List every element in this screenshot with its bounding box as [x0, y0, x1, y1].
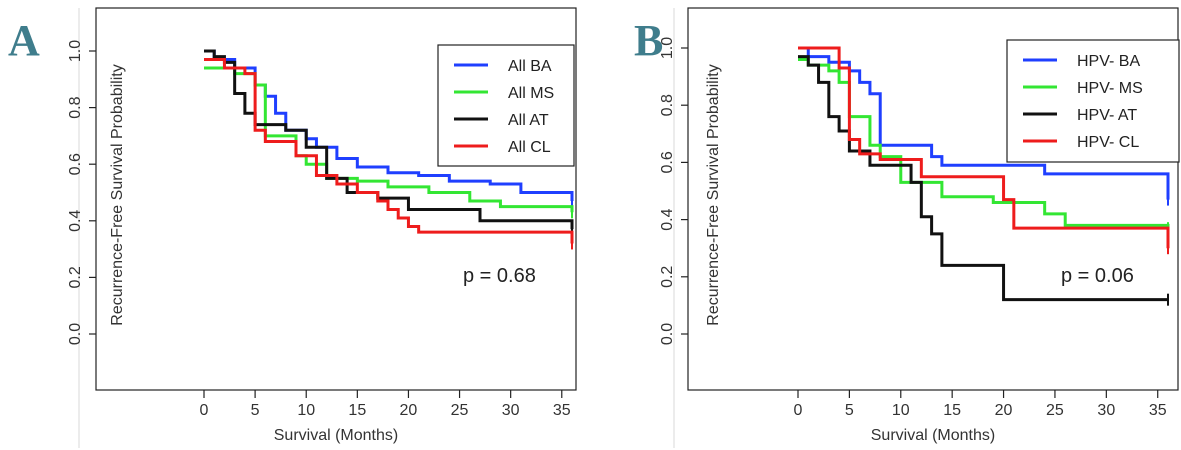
y-tick-label: 0.0	[659, 323, 676, 345]
y-tick-label: 0.8	[659, 94, 676, 116]
legend-label: All BA	[508, 58, 552, 75]
y-tick-label: 0.2	[659, 266, 676, 288]
legend-box	[437, 44, 575, 167]
x-tick-label: 5	[251, 402, 260, 419]
series-line-4	[798, 46, 1170, 249]
y-tick-label: 0.8	[67, 96, 84, 118]
y-tick-label: 0.4	[659, 208, 676, 230]
x-tick-label: 0	[794, 402, 803, 419]
y-tick-label: 0.0	[67, 323, 84, 345]
y-tick-label: 0.6	[659, 151, 676, 173]
y-tick-label: 0.2	[67, 266, 84, 288]
y-tick-label: 1.0	[659, 37, 676, 59]
p-value-annotation: p = 0.68	[463, 265, 536, 287]
legend-label: All AT	[508, 112, 549, 129]
p-value-annotation: p = 0.06	[1061, 265, 1134, 287]
x-tick-label: 35	[553, 402, 571, 419]
legend-label: HPV- AT	[1077, 107, 1137, 124]
x-tick-label: 30	[1097, 402, 1115, 419]
series-line-3	[798, 55, 1168, 302]
y-axis-label: Recurrence-Free Survival Probability	[109, 64, 126, 325]
plot-frame	[687, 7, 1179, 391]
x-tick-label: 10	[892, 402, 910, 419]
x-tick-label: 35	[1149, 402, 1167, 419]
x-tick-label: 10	[297, 402, 315, 419]
x-tick-label: 0	[200, 402, 209, 419]
x-tick-label: 5	[845, 402, 854, 419]
chart-panel-b: 0 5 10 15 20 25 30 35 0.0 0.2 0.4 0.6 0.8 1.0 Survival…	[659, 7, 1180, 444]
panel-label-b: B	[634, 16, 663, 65]
y-tick-label: 0.4	[67, 210, 84, 232]
x-axis-label: Survival (Months)	[274, 427, 398, 444]
y-tick-label: 1.0	[67, 40, 84, 62]
x-tick-label: 30	[502, 402, 520, 419]
legend-label: All MS	[508, 85, 554, 102]
chart-panel-a: 0 5 10 15 20 25 30 35 0.0 0.2 0.4 0.6 0.8 1.0 Survival…	[67, 7, 577, 444]
legend-label: HPV- CL	[1077, 134, 1139, 151]
panel-label-a: A	[8, 16, 40, 65]
x-tick-label: 25	[451, 402, 469, 419]
series-line-1	[798, 46, 1170, 200]
series-line-4	[204, 57, 574, 244]
legend-label: HPV- BA	[1077, 53, 1140, 70]
x-tick-label: 25	[1046, 402, 1064, 419]
series-line-3	[204, 49, 574, 230]
legend-label: HPV- MS	[1077, 80, 1143, 97]
y-tick-label: 0.6	[67, 153, 84, 175]
x-tick-label: 15	[348, 402, 366, 419]
x-tick-label: 15	[943, 402, 961, 419]
x-axis-label: Survival (Months)	[871, 427, 995, 444]
legend-label: All CL	[508, 139, 551, 156]
x-tick-label: 20	[400, 402, 418, 419]
plot-frame	[95, 7, 577, 391]
x-tick-label: 20	[995, 402, 1013, 419]
y-axis-label: Recurrence-Free Survival Probability	[705, 64, 722, 325]
